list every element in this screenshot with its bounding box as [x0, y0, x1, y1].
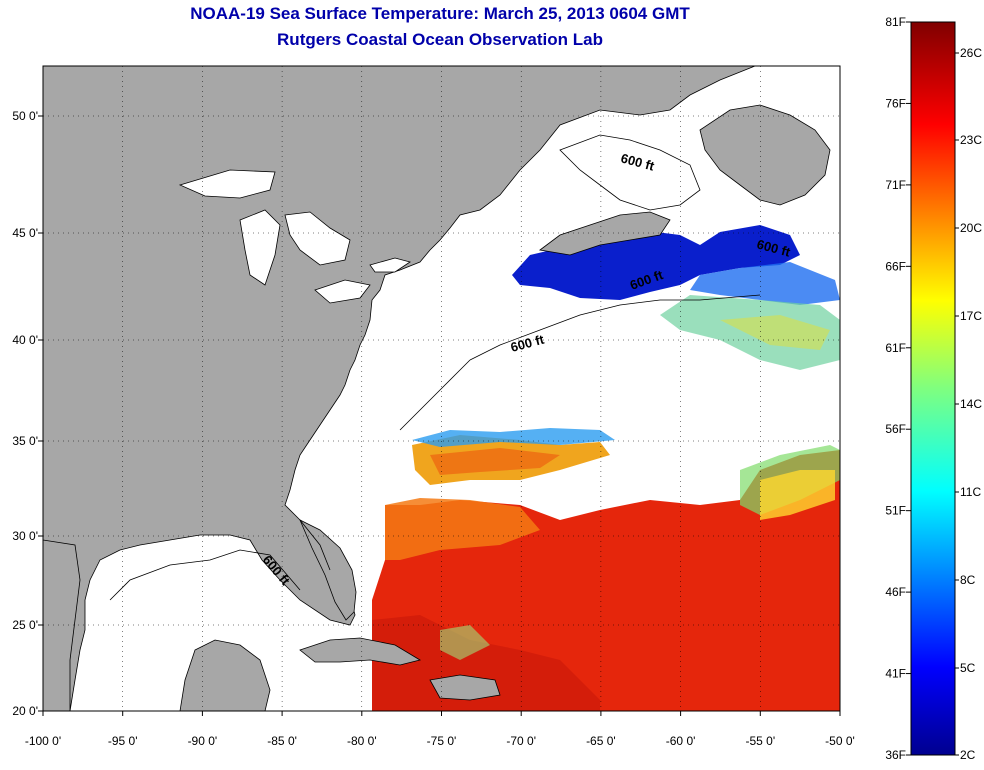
north-america-land [43, 66, 756, 711]
colorbar-f-label: 71F [885, 178, 906, 192]
colorbar-f-label: 61F [885, 341, 906, 355]
latitude-tick-label: 35 0' [12, 434, 38, 448]
great-lakes [178, 169, 411, 304]
colorbar-f-label: 56F [885, 422, 906, 436]
colorbar-c-label: 8C [960, 573, 976, 587]
colorbar-f-label: 76F [885, 96, 906, 110]
longitude-tick-label: -55 0' [745, 734, 775, 748]
colorbar-f-label: 36F [885, 748, 906, 762]
colorbar-fahrenheit-labels: 81F 76F 71F 66F 61F 56F 51F 46F 41F 36F [885, 15, 911, 762]
latitude-tick-label: 20 0' [12, 704, 38, 718]
map-title: NOAA-19 Sea Surface Temperature: March 2… [190, 4, 690, 23]
colorbar-c-label: 11C [960, 485, 981, 499]
maritimes-land [539, 211, 671, 256]
cold-band-south [412, 428, 615, 447]
longitude-tick-label: -60 0' [666, 734, 696, 748]
colorbar-celsius-labels: 26C 23C 20C 17C 14C 11C 8C 5C 2C [955, 46, 982, 762]
colorbar-f-label: 81F [885, 15, 906, 29]
colorbar-f-label: 46F [885, 585, 906, 599]
cuba-land [299, 637, 422, 666]
latitude-tick-label: 25 0' [12, 618, 38, 632]
longitude-tick-label: -85 0' [267, 734, 297, 748]
colorbar-c-label: 20C [960, 221, 982, 235]
latitude-tick-label: 50 0' [12, 109, 38, 123]
latitude-tick-label: 45 0' [12, 226, 38, 240]
longitude-tick-label: -100 0' [25, 734, 61, 748]
florida-land [299, 519, 357, 621]
colorbar-f-label: 41F [885, 667, 906, 681]
longitude-tick-label: -90 0' [188, 734, 218, 748]
longitude-labels: -100 0' -95 0' -90 0' -85 0' -80 0' -75 0' -70… [25, 711, 855, 748]
gulfstream-core [430, 448, 560, 475]
colorbar-f-label: 66F [885, 259, 906, 273]
mexico-land [43, 539, 81, 711]
longitude-tick-label: -75 0' [427, 734, 457, 748]
colorbar-c-label: 26C [960, 46, 982, 60]
gulf-of-st-lawrence [559, 134, 701, 211]
latitude-tick-label: 40 0' [12, 333, 38, 347]
newfoundland-land [699, 104, 831, 206]
hispaniola-land [429, 674, 501, 701]
longitude-tick-label: -50 0' [825, 734, 855, 748]
cool-eddy [760, 470, 835, 520]
colorbar-c-label: 5C [960, 661, 976, 675]
colorbar-c-label: 2C [960, 748, 976, 762]
map-subtitle: Rutgers Coastal Ocean Observation Lab [277, 30, 603, 49]
warm-patch-green [440, 625, 490, 660]
colorbar-f-label: 51F [885, 504, 906, 518]
longitude-tick-label: -80 0' [347, 734, 377, 748]
warm-water-orange-band [385, 498, 540, 560]
latitude-tick-label: 30 0' [12, 529, 38, 543]
colorbar-c-label: 23C [960, 133, 982, 147]
colorbar-c-label: 17C [960, 309, 982, 323]
colorbar [910, 21, 956, 756]
isobath-600ft [109, 294, 761, 601]
yucatan-land [179, 639, 271, 711]
shelf-yellow-patch [720, 315, 830, 350]
longitude-tick-label: -70 0' [506, 734, 536, 748]
longitude-tick-label: -95 0' [108, 734, 138, 748]
map-area [43, 66, 840, 711]
caribbean-warm [372, 615, 600, 711]
latitude-labels: 50 0' 45 0' 40 0' 35 0' 30 0' 25 0' 20 0' [12, 109, 43, 718]
longitude-tick-label: -65 0' [586, 734, 616, 748]
cold-water-light [690, 262, 840, 305]
colorbar-c-label: 14C [960, 397, 982, 411]
